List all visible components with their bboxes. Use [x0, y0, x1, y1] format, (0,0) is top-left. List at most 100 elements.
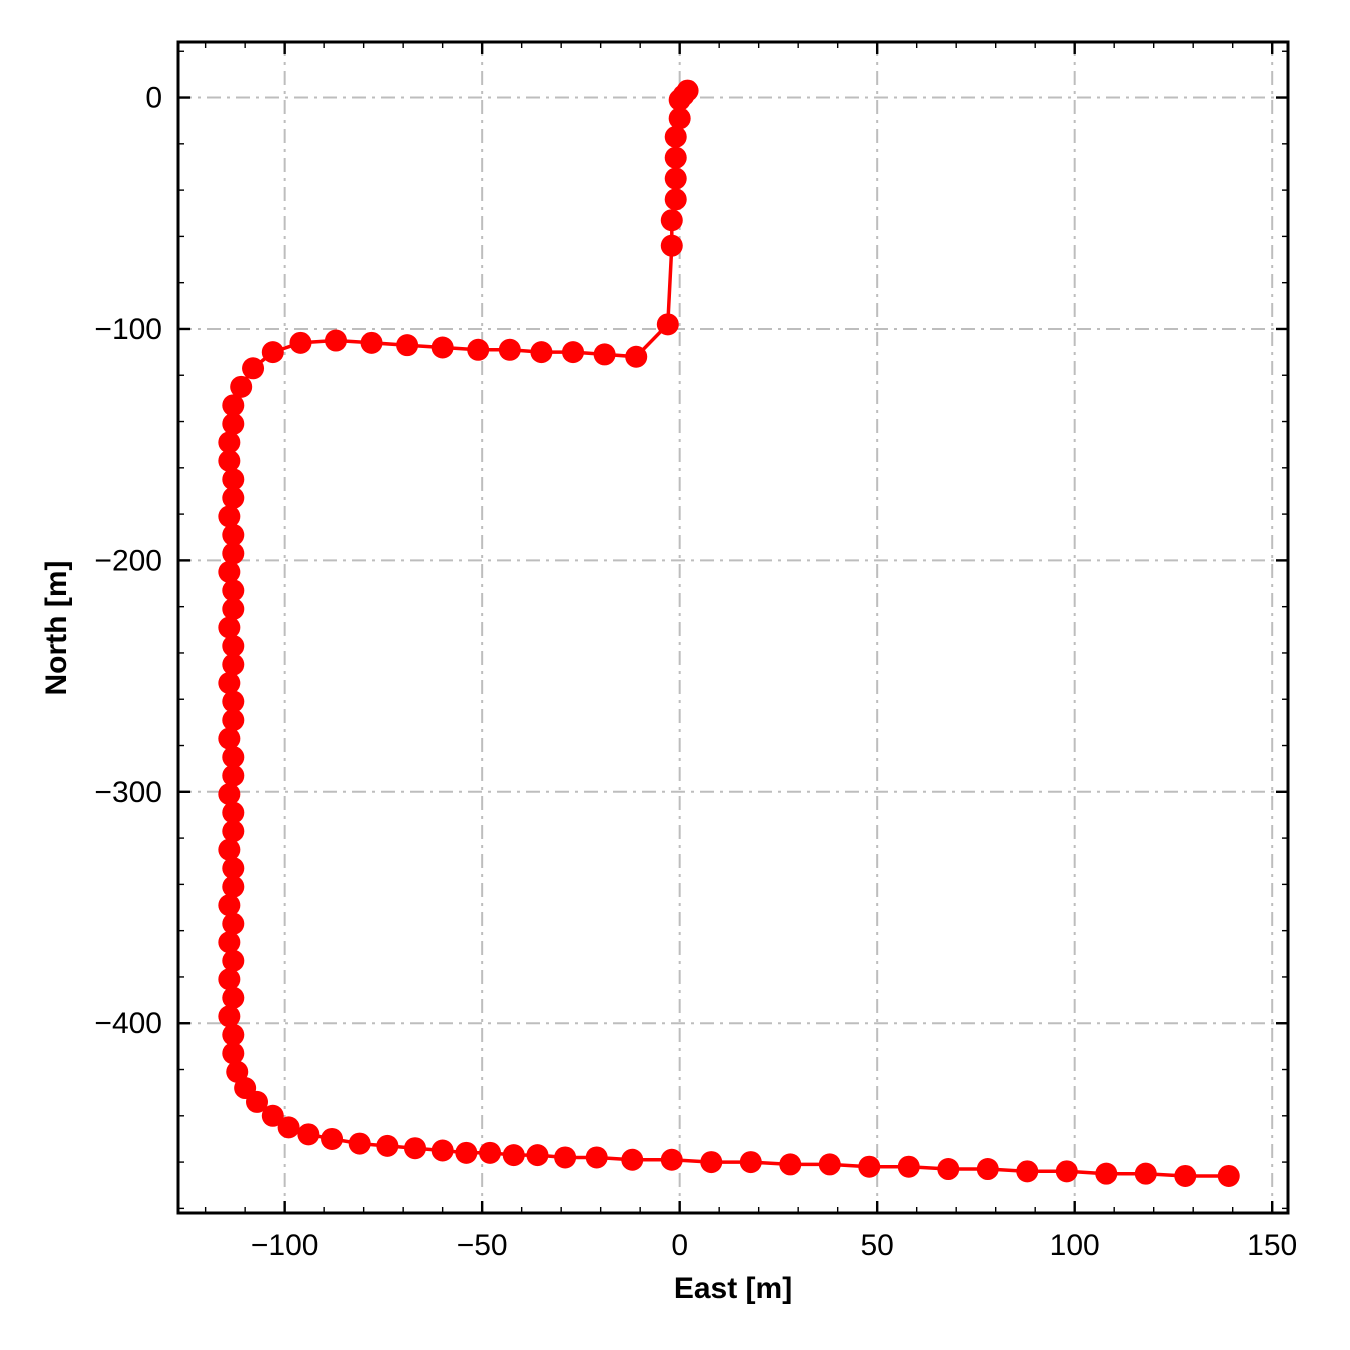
trajectory-marker: [554, 1146, 577, 1169]
trajectory-marker: [739, 1151, 762, 1174]
trajectory-marker: [218, 968, 241, 991]
trajectory-marker: [222, 746, 245, 769]
trajectory-marker: [218, 783, 241, 806]
trajectory-marker: [218, 431, 241, 454]
trajectory-marker: [858, 1155, 881, 1178]
y-tick-label: −100: [94, 313, 162, 346]
trajectory-marker: [321, 1127, 344, 1150]
trajectory-line: [227, 88, 1231, 1178]
trajectory-marker: [1217, 1164, 1240, 1187]
y-axis-label: North [m]: [40, 560, 73, 696]
y-tick-label: −300: [94, 776, 162, 809]
trajectory-marker: [222, 986, 245, 1009]
trajectory-marker: [593, 343, 616, 366]
trajectory-marker: [297, 1123, 320, 1146]
trajectory-marker: [222, 653, 245, 676]
trajectory-marker: [668, 88, 691, 111]
trajectory-marker: [818, 1153, 841, 1176]
trajectory-marker: [246, 1090, 269, 1113]
trajectory-marker: [348, 1132, 371, 1155]
x-axis-label: East [m]: [673, 1272, 793, 1305]
trajectory-marker: [218, 894, 241, 917]
trajectory-marker: [498, 338, 521, 361]
trajectory-marker: [360, 331, 383, 354]
trajectory-marker: [218, 560, 241, 583]
trajectory-marker: [431, 1139, 454, 1162]
trajectory-marker: [664, 125, 687, 148]
trajectory-marker: [976, 1158, 999, 1181]
trajectory-marker: [218, 505, 241, 528]
trajectory-marker: [660, 234, 683, 257]
trajectory-marker: [222, 412, 245, 435]
trajectory-marker: [664, 188, 687, 211]
trajectory-marker: [668, 107, 691, 130]
x-tick-label: 150: [1247, 1229, 1297, 1262]
y-tick-label: −400: [94, 1007, 162, 1040]
trajectory-marker: [700, 1151, 723, 1174]
trajectory-marker: [289, 331, 312, 354]
trajectory-marker: [277, 1116, 300, 1139]
trajectory-marker: [325, 329, 348, 352]
trajectory-marker: [222, 579, 245, 602]
trajectory-marker: [585, 1146, 608, 1169]
x-tick-label: 50: [860, 1229, 893, 1262]
x-tick-label: −50: [457, 1229, 508, 1262]
trajectory-marker: [222, 486, 245, 509]
trajectory-marker: [664, 146, 687, 169]
trajectory-marker: [222, 635, 245, 658]
trajectory-marker: [218, 727, 241, 750]
x-tick-label: 0: [671, 1229, 688, 1262]
trajectory-marker: [218, 1005, 241, 1028]
trajectory-marker: [376, 1134, 399, 1157]
trajectory-marker: [261, 1104, 284, 1127]
x-tick-label: −100: [251, 1229, 319, 1262]
trajectory-marker: [222, 597, 245, 620]
trajectory-marker: [660, 209, 683, 232]
trajectory-marker: [502, 1144, 525, 1167]
trajectory-marker: [222, 690, 245, 713]
trajectory-marker: [222, 820, 245, 843]
trajectory-marker: [455, 1141, 478, 1164]
x-tick-label: 100: [1050, 1229, 1100, 1262]
trajectory-marker: [222, 875, 245, 898]
trajectory-marker: [431, 336, 454, 359]
trajectory-marker: [218, 838, 241, 861]
trajectory-marker: [479, 1141, 502, 1164]
trajectory-marker: [621, 1148, 644, 1171]
trajectory-marker: [562, 341, 585, 364]
trajectory-marker: [222, 709, 245, 732]
trajectory-marker: [1095, 1162, 1118, 1185]
trajectory-marker: [1134, 1162, 1157, 1185]
trajectory-marker: [222, 857, 245, 880]
trajectory-marker: [1016, 1160, 1039, 1183]
trajectory-marker: [625, 345, 648, 368]
trajectory-marker: [242, 357, 265, 380]
trajectory-marker: [218, 931, 241, 954]
y-tick-label: −200: [94, 544, 162, 577]
trajectory-marker: [222, 394, 245, 417]
plot-frame: [176, 40, 1290, 1215]
trajectory-marker: [222, 542, 245, 565]
trajectory-marker: [664, 167, 687, 190]
trajectory-marker: [937, 1158, 960, 1181]
trajectory-marker: [218, 449, 241, 472]
trajectory-marker: [779, 1153, 802, 1176]
trajectory-marker: [222, 1023, 245, 1046]
trajectory-marker: [218, 616, 241, 639]
trajectory-marker: [526, 1144, 549, 1167]
trajectory-marker: [222, 949, 245, 972]
trajectory-marker: [404, 1137, 427, 1160]
trajectory-marker: [1055, 1160, 1078, 1183]
trajectory-marker: [530, 341, 553, 364]
trajectory-marker: [467, 338, 490, 361]
trajectory-marker: [222, 1042, 245, 1065]
trajectory-marker: [1174, 1164, 1197, 1187]
trajectory-marker: [897, 1155, 920, 1178]
trajectory-marker: [218, 672, 241, 695]
trajectory-marker: [222, 801, 245, 824]
trajectory-marker: [222, 764, 245, 787]
trajectory-marker: [230, 375, 253, 398]
trajectory-marker: [656, 313, 679, 336]
